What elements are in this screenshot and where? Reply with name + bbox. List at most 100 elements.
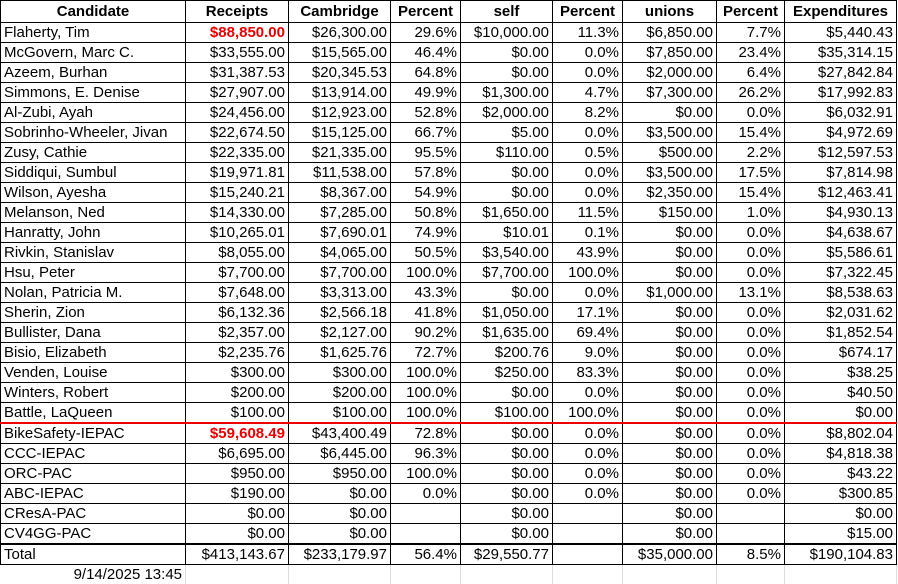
table-row: Melanson, Ned $14,330.00 $7,285.00 50.8% $1,… <box>0 202 897 223</box>
value-cell: $250.00 <box>460 362 553 383</box>
value-cell: $1,635.00 <box>460 322 553 343</box>
value-cell: $12,463.41 <box>784 182 897 203</box>
value-cell: 0.0% <box>716 342 785 363</box>
value-cell: $2,357.00 <box>185 322 289 343</box>
value-cell: $4,638.67 <box>784 222 897 243</box>
empty-cell <box>784 564 897 584</box>
value-cell: 41.8% <box>390 302 461 323</box>
empty-cell <box>185 564 289 584</box>
value-cell: $300.00 <box>288 362 391 383</box>
value-cell: 15.4% <box>716 122 785 143</box>
value-cell: 7.7% <box>716 22 785 43</box>
value-cell: $43,400.49 <box>288 422 391 444</box>
name-cell: Rivkin, Stanislav <box>0 242 186 263</box>
table-row: Rivkin, Stanislav $8,055.00 $4,065.00 50.5%… <box>0 242 897 263</box>
value-cell: $24,456.00 <box>185 102 289 123</box>
empty-cell <box>716 564 785 584</box>
value-cell <box>552 503 623 524</box>
value-cell: $7,285.00 <box>288 202 391 223</box>
value-cell: $31,387.53 <box>185 62 289 83</box>
value-cell: 1.0% <box>716 202 785 223</box>
value-cell: 11.3% <box>552 22 623 43</box>
value-cell: $7,322.45 <box>784 262 897 283</box>
value-cell: $0.00 <box>622 222 717 243</box>
value-cell: $0.00 <box>622 242 717 263</box>
value-cell: 11.5% <box>552 202 623 223</box>
name-cell: CV4GG-PAC <box>0 523 186 545</box>
value-cell: $35,314.15 <box>784 42 897 63</box>
value-cell: 0.0% <box>716 483 785 504</box>
value-cell: $1,050.00 <box>460 302 553 323</box>
value-cell: 100.0% <box>552 262 623 283</box>
value-cell: 26.2% <box>716 82 785 103</box>
table-row: Simmons, E. Denise $27,907.00 $13,914.00 49… <box>0 82 897 103</box>
name-cell: CResA-PAC <box>0 503 186 524</box>
value-cell: 0.0% <box>716 262 785 283</box>
value-cell: $0.00 <box>622 503 717 524</box>
value-cell: $200.76 <box>460 342 553 363</box>
name-cell: ORC-PAC <box>0 463 186 484</box>
value-cell: $190.00 <box>185 483 289 504</box>
value-cell: 0.0% <box>716 443 785 464</box>
name-cell: Sobrinho-Wheeler, Jivan <box>0 122 186 143</box>
value-cell: $0.00 <box>185 503 289 524</box>
column-header: Expenditures <box>784 0 897 23</box>
column-header: unions <box>622 0 717 23</box>
value-cell: $200.00 <box>288 382 391 403</box>
value-cell: $10,265.01 <box>185 222 289 243</box>
value-cell: $4,972.69 <box>784 122 897 143</box>
value-cell: $233,179.97 <box>288 543 391 565</box>
name-cell: McGovern, Marc C. <box>0 42 186 63</box>
table-row: Siddiqui, Sumbul $19,971.81 $11,538.00 57.8… <box>0 162 897 183</box>
value-cell: 46.4% <box>390 42 461 63</box>
value-cell: $0.00 <box>622 483 717 504</box>
value-cell: $12,597.53 <box>784 142 897 163</box>
value-cell: 9.0% <box>552 342 623 363</box>
value-cell: $0.00 <box>460 42 553 63</box>
value-cell: $500.00 <box>622 142 717 163</box>
value-cell: 0.0% <box>716 422 785 444</box>
value-cell: $5,586.61 <box>784 242 897 263</box>
value-cell: 17.1% <box>552 302 623 323</box>
value-cell: 57.8% <box>390 162 461 183</box>
value-cell: $8,802.04 <box>784 422 897 444</box>
value-cell: $0.00 <box>622 443 717 464</box>
value-cell: 66.7% <box>390 122 461 143</box>
value-cell: $4,818.38 <box>784 443 897 464</box>
value-cell: $0.00 <box>460 463 553 484</box>
value-cell: $15.00 <box>784 523 897 545</box>
value-cell: 0.0% <box>716 222 785 243</box>
value-cell: 69.4% <box>552 322 623 343</box>
value-cell: 0.0% <box>552 42 623 63</box>
value-cell: $7,690.01 <box>288 222 391 243</box>
value-cell: $4,065.00 <box>288 242 391 263</box>
value-cell: $100.00 <box>288 402 391 424</box>
value-cell: 0.0% <box>552 483 623 504</box>
value-cell: $2,566.18 <box>288 302 391 323</box>
value-cell: 50.5% <box>390 242 461 263</box>
value-cell: $10,000.00 <box>460 22 553 43</box>
table-row: Winters, Robert $200.00 $200.00 100.0% $0.00… <box>0 382 897 403</box>
value-cell: 100.0% <box>390 382 461 403</box>
value-cell: $26,300.00 <box>288 22 391 43</box>
timestamp: 9/14/2025 13:45 <box>0 564 186 584</box>
table-row: Bullister, Dana $2,357.00 $2,127.00 90.2% $1… <box>0 322 897 343</box>
value-cell <box>716 523 785 545</box>
value-cell: $3,313.00 <box>288 282 391 303</box>
value-cell: $35,000.00 <box>622 543 717 565</box>
value-cell: $22,335.00 <box>185 142 289 163</box>
value-cell: $0.00 <box>288 483 391 504</box>
name-cell: Winters, Robert <box>0 382 186 403</box>
value-cell: $0.00 <box>784 503 897 524</box>
table-row: Venden, Louise $300.00 $300.00 100.0% $250.0… <box>0 362 897 383</box>
value-cell: 23.4% <box>716 42 785 63</box>
value-cell: 0.1% <box>552 222 623 243</box>
name-cell: Simmons, E. Denise <box>0 82 186 103</box>
value-cell: 0.0% <box>716 302 785 323</box>
table-row: Bisio, Elizabeth $2,235.76 $1,625.76 72.7% $… <box>0 342 897 363</box>
value-cell: $3,500.00 <box>622 162 717 183</box>
value-cell: $20,345.53 <box>288 62 391 83</box>
value-cell <box>552 523 623 545</box>
value-cell: $950.00 <box>288 463 391 484</box>
